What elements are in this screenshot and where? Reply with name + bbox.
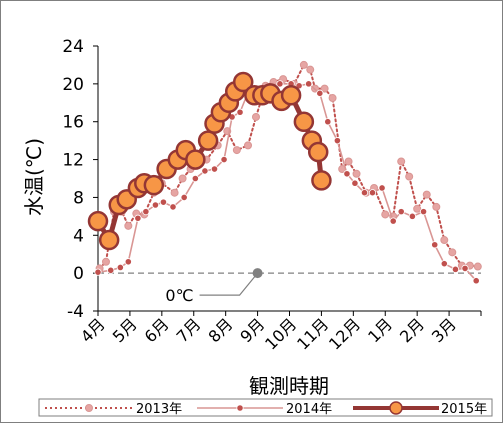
data-point xyxy=(244,141,253,150)
data-point xyxy=(142,208,150,216)
data-point xyxy=(360,189,369,197)
x-tick-label: 3月 xyxy=(428,314,460,346)
data-point xyxy=(343,170,351,178)
data-point xyxy=(159,198,168,206)
data-point xyxy=(431,241,439,249)
data-point xyxy=(98,229,120,251)
data-point xyxy=(440,260,448,268)
x-axis-label: 観測時期 xyxy=(249,374,329,398)
legend-marker xyxy=(85,404,93,412)
data-point xyxy=(381,210,390,219)
data-point xyxy=(299,60,308,69)
data-point xyxy=(328,94,337,103)
data-point xyxy=(397,157,406,166)
x-tick-label: 2月 xyxy=(396,314,428,346)
x-tick-label: 12月 xyxy=(325,314,364,353)
x-tick-label: 5月 xyxy=(109,314,141,346)
data-point xyxy=(473,262,482,271)
y-tick-label: 0 xyxy=(73,264,84,284)
data-point xyxy=(422,190,431,199)
data-point xyxy=(101,257,110,266)
data-point xyxy=(324,118,332,126)
legend-label: 2013年 xyxy=(136,402,182,417)
y-tick-label: 24 xyxy=(62,37,84,57)
data-point xyxy=(405,172,414,181)
data-point xyxy=(413,204,422,213)
callout-label: 0℃ xyxy=(165,286,193,305)
data-point xyxy=(472,277,480,285)
data-point xyxy=(451,265,460,273)
data-point xyxy=(307,141,329,163)
data-point xyxy=(201,167,209,175)
data-point xyxy=(320,84,329,93)
data-point xyxy=(232,146,241,155)
x-tick-label: 1月 xyxy=(364,314,396,346)
data-point xyxy=(185,149,206,170)
data-point xyxy=(293,111,315,132)
callout-dot xyxy=(252,268,263,279)
data-point xyxy=(440,236,449,245)
data-point xyxy=(124,221,133,230)
data-point xyxy=(280,84,302,106)
data-point xyxy=(197,130,219,151)
data-point xyxy=(461,264,469,273)
data-point xyxy=(368,189,377,197)
legend-label: 2015年 xyxy=(441,402,487,417)
callout-leader xyxy=(199,272,259,296)
data-point xyxy=(232,71,254,93)
y-tick-label: 8 xyxy=(73,188,84,208)
data-point xyxy=(352,169,361,178)
data-point xyxy=(311,170,332,191)
legend-marker xyxy=(236,404,244,412)
data-point xyxy=(87,210,109,232)
data-point xyxy=(116,263,124,272)
y-axis-label: 水温(℃) xyxy=(22,138,46,216)
x-tick-label: 11月 xyxy=(293,314,332,353)
data-point xyxy=(333,137,341,145)
data-point xyxy=(143,174,165,196)
data-point xyxy=(94,268,102,276)
data-point xyxy=(276,80,284,88)
data-point xyxy=(251,112,260,121)
data-point xyxy=(408,212,416,220)
data-point xyxy=(191,174,199,183)
data-point xyxy=(378,184,386,192)
legend-label: 2014年 xyxy=(286,402,332,417)
y-tick-label: 4 xyxy=(73,226,84,246)
data-point xyxy=(448,248,457,257)
data-point xyxy=(180,193,188,202)
y-tick-label: 12 xyxy=(62,151,84,171)
data-point xyxy=(397,208,405,216)
data-point xyxy=(432,202,441,211)
x-tick-label: 10月 xyxy=(261,314,300,353)
data-point xyxy=(236,108,244,116)
y-tick-label: -4 xyxy=(67,302,84,322)
legend-marker xyxy=(389,401,403,415)
y-tick-label: 20 xyxy=(62,75,84,95)
data-point xyxy=(170,188,179,197)
data-point xyxy=(151,201,160,209)
data-point xyxy=(419,208,428,216)
data-point xyxy=(220,155,228,164)
data-point xyxy=(134,214,142,222)
data-point xyxy=(306,65,315,74)
series-line xyxy=(97,83,478,282)
data-point xyxy=(351,179,359,187)
data-point xyxy=(389,217,397,225)
y-tick-label: 16 xyxy=(62,113,84,133)
data-point xyxy=(316,89,324,97)
data-point xyxy=(124,258,132,266)
data-point xyxy=(305,80,313,88)
data-point xyxy=(178,174,187,183)
data-point xyxy=(107,266,115,274)
data-point xyxy=(169,203,177,211)
x-tick-label: 8月 xyxy=(205,314,237,346)
x-tick-label: 7月 xyxy=(173,314,205,346)
data-point xyxy=(210,165,219,173)
data-point xyxy=(344,157,353,166)
x-tick-label: 6月 xyxy=(141,314,173,346)
legend: 2013年 2014年 2015年 xyxy=(38,398,493,417)
